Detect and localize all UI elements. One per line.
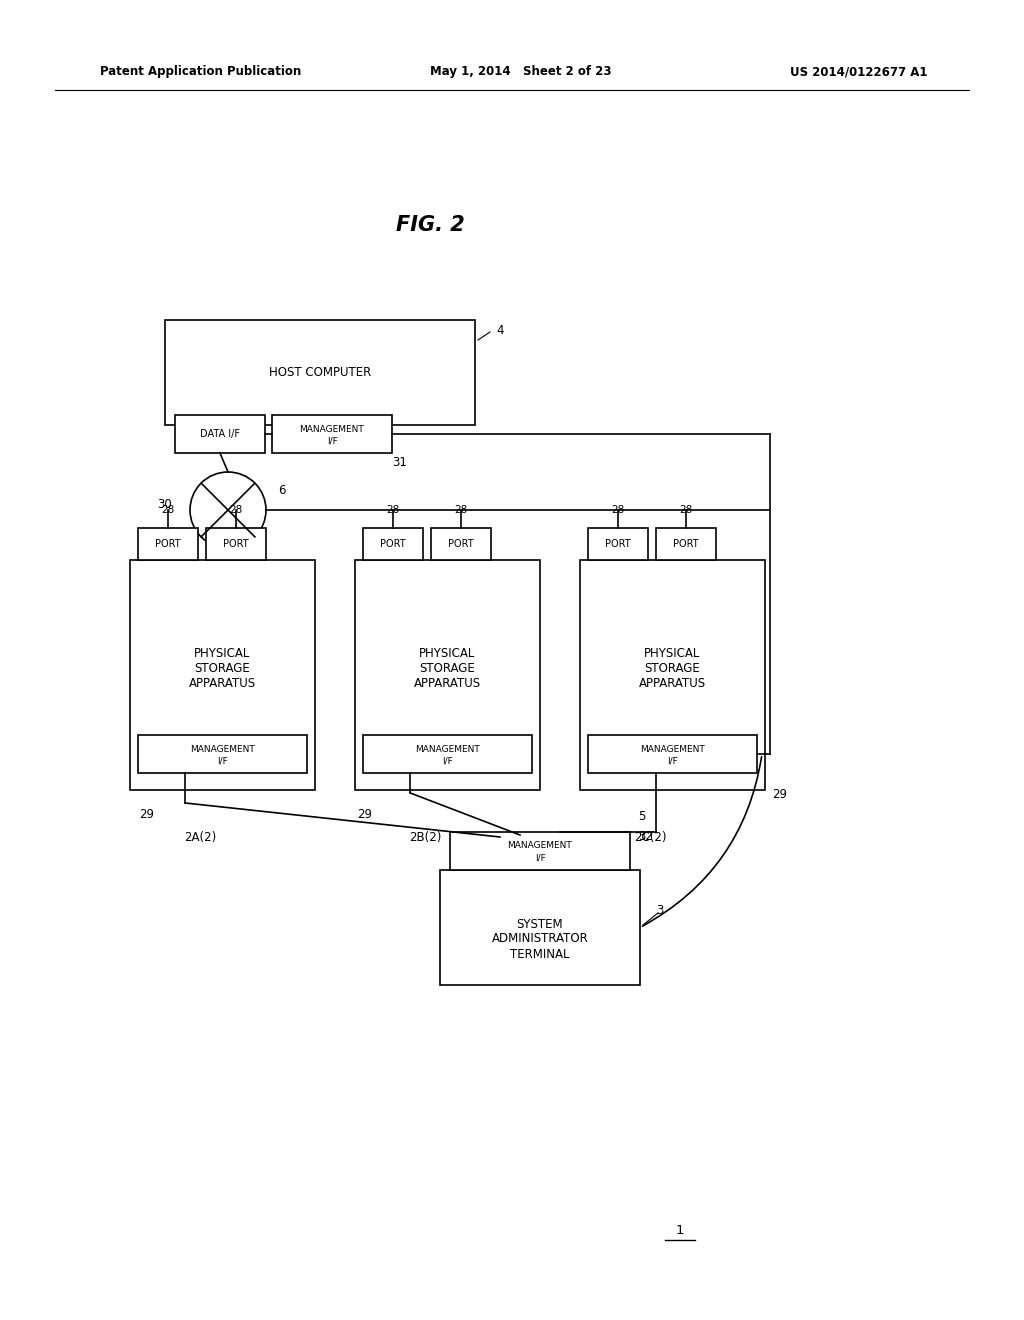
Text: 32: 32 — [638, 830, 653, 843]
Text: 29: 29 — [772, 788, 787, 801]
Text: I/F: I/F — [442, 756, 453, 766]
Text: 2B(2): 2B(2) — [410, 832, 441, 845]
FancyArrowPatch shape — [642, 756, 762, 927]
Text: 28: 28 — [386, 506, 399, 515]
Text: MANAGEMENT: MANAGEMENT — [415, 744, 480, 754]
Text: 29: 29 — [139, 808, 155, 821]
Bar — [440, 870, 640, 985]
Bar — [138, 528, 198, 560]
Bar — [656, 528, 716, 560]
Text: 6: 6 — [278, 483, 286, 496]
Text: MANAGEMENT: MANAGEMENT — [640, 744, 705, 754]
Bar — [138, 735, 307, 774]
Bar — [431, 528, 490, 560]
Bar — [272, 414, 392, 453]
Bar — [362, 735, 532, 774]
Bar — [362, 528, 423, 560]
Text: 1: 1 — [676, 1224, 684, 1237]
Text: US 2014/0122677 A1: US 2014/0122677 A1 — [790, 66, 928, 78]
Text: MANAGEMENT: MANAGEMENT — [300, 425, 365, 433]
Text: I/F: I/F — [327, 437, 337, 446]
Text: 29: 29 — [357, 808, 373, 821]
Bar — [450, 832, 630, 870]
Text: 28: 28 — [679, 506, 692, 515]
Text: PORT: PORT — [605, 539, 631, 549]
Text: PORT: PORT — [156, 539, 181, 549]
Text: 28: 28 — [455, 506, 468, 515]
Text: PORT: PORT — [673, 539, 698, 549]
Text: May 1, 2014   Sheet 2 of 23: May 1, 2014 Sheet 2 of 23 — [430, 66, 611, 78]
Text: I/F: I/F — [535, 854, 546, 862]
Text: 28: 28 — [611, 506, 625, 515]
Bar — [580, 560, 765, 789]
Bar — [130, 560, 315, 789]
Text: I/F: I/F — [667, 756, 678, 766]
Text: 2C(2): 2C(2) — [634, 832, 667, 845]
Text: 3: 3 — [656, 903, 664, 916]
Text: PHYSICAL
STORAGE
APPARATUS: PHYSICAL STORAGE APPARATUS — [414, 647, 481, 689]
Bar — [175, 414, 265, 453]
Bar — [165, 319, 475, 425]
Text: I/F: I/F — [217, 756, 228, 766]
Text: PHYSICAL
STORAGE
APPARATUS: PHYSICAL STORAGE APPARATUS — [189, 647, 256, 689]
Text: SYSTEM
ADMINISTRATOR
TERMINAL: SYSTEM ADMINISTRATOR TERMINAL — [492, 917, 589, 961]
Text: 5: 5 — [638, 810, 645, 824]
Bar — [206, 528, 266, 560]
Text: MANAGEMENT: MANAGEMENT — [190, 744, 255, 754]
Bar — [355, 560, 540, 789]
Text: 28: 28 — [162, 506, 175, 515]
Text: FIG. 2: FIG. 2 — [395, 215, 464, 235]
Text: 4: 4 — [497, 323, 504, 337]
Text: DATA I/F: DATA I/F — [200, 429, 240, 440]
Text: MANAGEMENT: MANAGEMENT — [508, 842, 572, 850]
Text: PORT: PORT — [449, 539, 474, 549]
Text: PORT: PORT — [223, 539, 249, 549]
Text: Patent Application Publication: Patent Application Publication — [100, 66, 301, 78]
Text: 31: 31 — [392, 455, 408, 469]
Text: 28: 28 — [229, 506, 243, 515]
Text: PORT: PORT — [380, 539, 406, 549]
Text: 30: 30 — [158, 499, 172, 511]
Text: 2A(2): 2A(2) — [184, 832, 216, 845]
Text: PHYSICAL
STORAGE
APPARATUS: PHYSICAL STORAGE APPARATUS — [639, 647, 707, 689]
Bar — [588, 528, 648, 560]
Text: HOST COMPUTER: HOST COMPUTER — [269, 366, 371, 379]
Bar — [588, 735, 757, 774]
